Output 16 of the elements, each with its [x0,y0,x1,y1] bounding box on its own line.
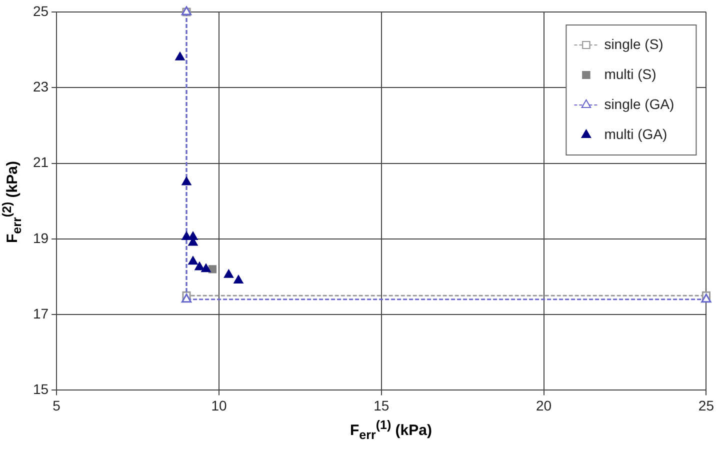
y-tick-label: 21 [32,154,49,170]
y-tick-label: 25 [32,2,49,19]
x-axis-title: F$_{err}$$^{(1)}$ (kPa) [349,418,433,442]
legend-label: single (GA) [604,96,674,112]
legend-label: multi (GA) [604,126,668,142]
y-tick-label: 15 [32,381,49,398]
x-tick-label: 20 [536,397,552,414]
legend-label: single (S) [604,36,664,52]
x-tick-label: 10 [211,397,227,414]
x-tick-label: 15 [374,397,390,414]
y-tick-label: 19 [32,230,49,246]
y-tick-label: 17 [32,305,49,322]
x-tick-label: 25 [698,397,714,414]
legend-label: multi (S) [604,66,656,82]
y-tick-label: 23 [32,78,49,94]
x-tick-label: 5 [52,397,61,414]
